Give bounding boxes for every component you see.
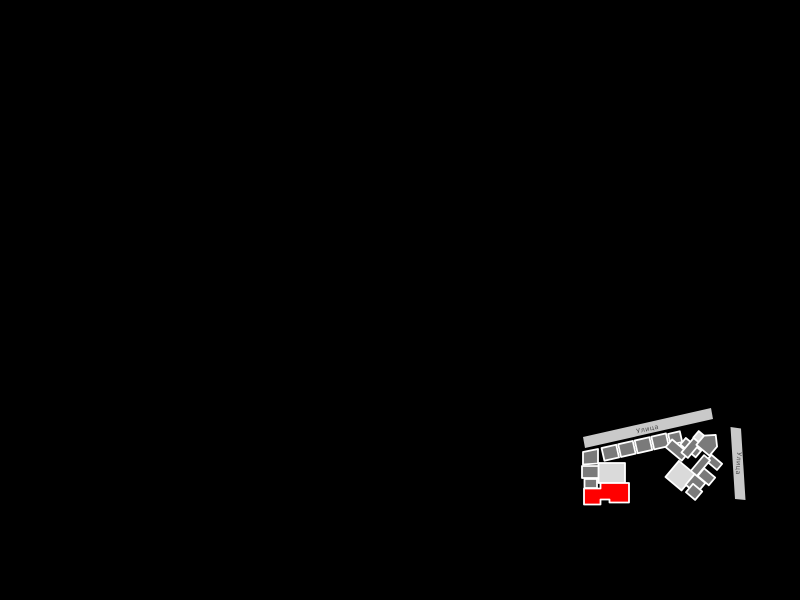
building-row-4[interactable] <box>650 432 670 451</box>
building-row-2[interactable] <box>617 440 637 458</box>
building-light-left[interactable] <box>597 462 626 484</box>
building-cluster-arm[interactable] <box>664 438 690 462</box>
building-pointed[interactable] <box>695 429 722 457</box>
building-row-3[interactable] <box>633 436 654 455</box>
street-right-label: Улица <box>734 452 743 475</box>
building-left-small[interactable] <box>583 478 598 489</box>
street-top-band <box>583 408 713 448</box>
building-bottom-small[interactable] <box>685 482 704 501</box>
building-highlighted-red[interactable] <box>583 482 630 506</box>
building-cluster <box>664 429 724 501</box>
building-row-1[interactable] <box>600 443 620 462</box>
building-left-top[interactable] <box>582 448 599 466</box>
building-top-right-bar[interactable] <box>705 453 724 471</box>
street-right-band <box>730 427 746 500</box>
